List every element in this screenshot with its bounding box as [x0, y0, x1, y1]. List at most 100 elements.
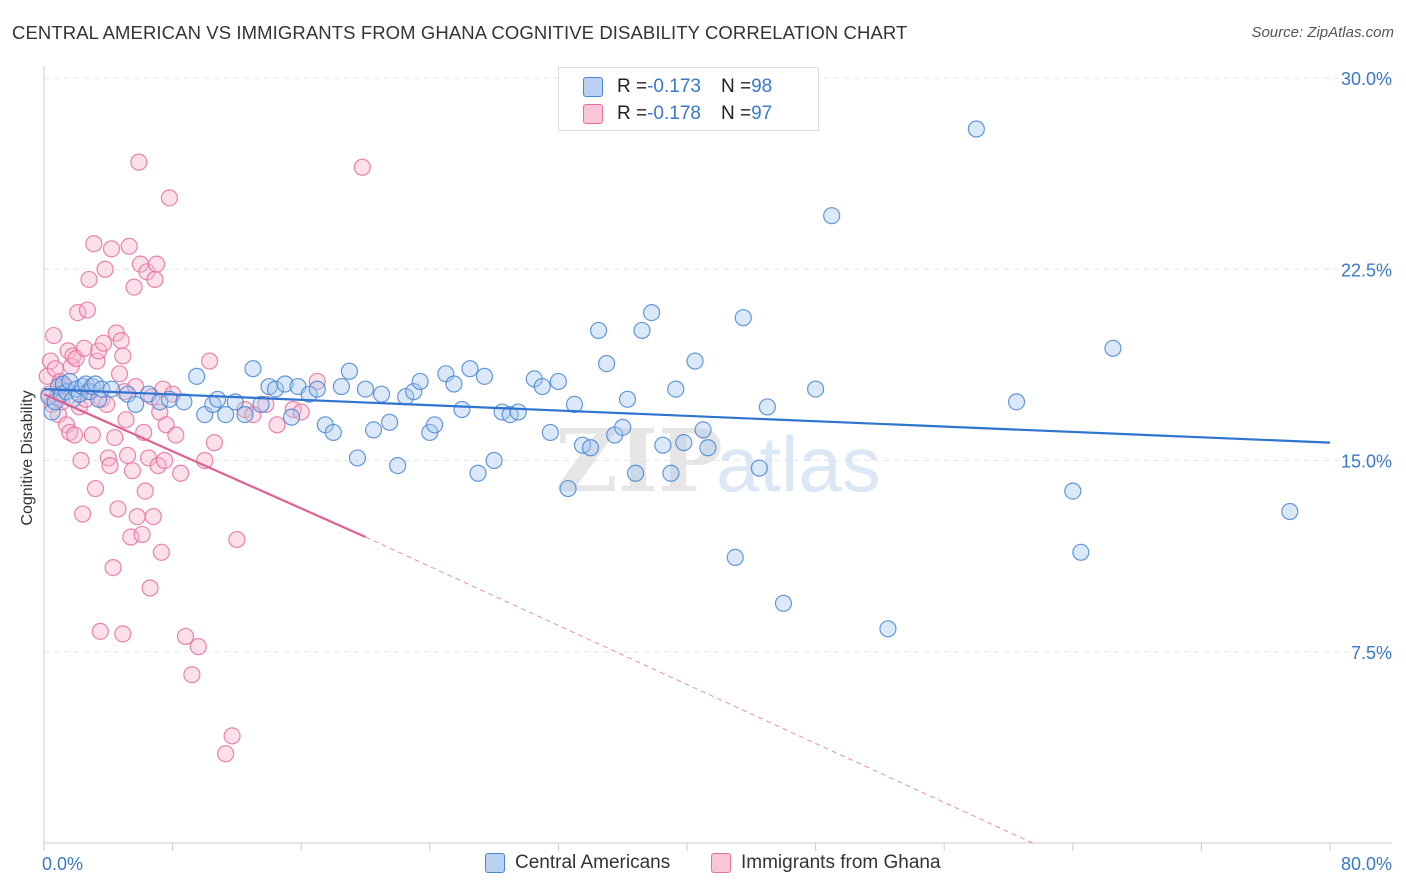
- data-point: [774, 594, 793, 612]
- bottom-legend-swatch-pink: [711, 853, 731, 873]
- data-point: [686, 352, 704, 370]
- data-point: [266, 380, 285, 398]
- data-point: [559, 479, 577, 498]
- data-point: [356, 380, 375, 398]
- data-point: [332, 377, 350, 396]
- data-point: [152, 543, 170, 561]
- data-point: [598, 355, 616, 373]
- legend-r-label: R =: [617, 103, 648, 124]
- data-point: [469, 464, 487, 482]
- data-point: [80, 270, 98, 289]
- data-point: [485, 451, 503, 470]
- data-point: [257, 395, 275, 413]
- data-point: [136, 482, 154, 500]
- series-ghana-points: [38, 153, 371, 763]
- data-point: [643, 304, 661, 322]
- chart-source: Source: ZipAtlas.com: [1251, 24, 1394, 41]
- x-tick-label-max: 80.0%: [1341, 854, 1392, 874]
- data-point: [589, 321, 608, 340]
- y-tick-label: 7.5%: [1351, 643, 1392, 663]
- data-point: [750, 459, 768, 477]
- data-point: [117, 411, 135, 429]
- data-point: [91, 622, 109, 640]
- data-point: [411, 372, 429, 391]
- data-point: [549, 372, 568, 391]
- data-point: [533, 377, 551, 396]
- data-point: [102, 240, 121, 258]
- data-point: [141, 579, 159, 597]
- data-point: [228, 530, 246, 549]
- legend-r-value: -0.178: [647, 103, 701, 124]
- data-point: [364, 421, 383, 439]
- data-point: [147, 255, 166, 273]
- data-point: [282, 408, 301, 426]
- data-point: [43, 403, 61, 421]
- data-point: [1072, 543, 1090, 561]
- data-point: [405, 383, 423, 401]
- data-point: [69, 304, 87, 322]
- data-point: [114, 625, 132, 643]
- data-point: [96, 260, 114, 278]
- legend-n-label: N =: [720, 76, 752, 97]
- data-point: [122, 528, 140, 546]
- x-tick-label-min: 0.0%: [42, 854, 83, 874]
- data-point: [217, 745, 235, 763]
- data-point: [112, 332, 130, 350]
- legend-r-value: -0.173: [647, 76, 701, 97]
- data-point: [167, 426, 185, 444]
- data-point: [127, 395, 145, 413]
- data-point: [475, 367, 494, 385]
- data-point: [699, 439, 717, 457]
- data-point: [461, 360, 479, 378]
- data-point: [308, 380, 326, 398]
- data-point: [93, 380, 111, 398]
- legend-row-central-americans: R = -0.173 N = 98: [583, 74, 772, 100]
- data-point: [209, 390, 227, 408]
- trend-line-central-americans: [43, 388, 1331, 444]
- data-point: [614, 418, 632, 436]
- data-point: [372, 385, 391, 403]
- data-point: [879, 620, 897, 638]
- data-point: [823, 207, 841, 225]
- data-point: [565, 395, 584, 413]
- data-point: [223, 727, 241, 745]
- data-point: [128, 507, 146, 526]
- data-point: [236, 406, 254, 424]
- grid-lines: [44, 77, 1392, 653]
- data-point: [734, 309, 752, 327]
- bottom-legend-swatch-blue: [485, 853, 505, 873]
- data-point: [618, 390, 637, 408]
- tick-labels: 7.5% 15.0% 22.5% 30.0% 0.0% 80.0%: [42, 69, 1392, 874]
- legend-box: R = -0.173 N = 98 R = -0.178 N = 97: [558, 67, 819, 131]
- data-point: [144, 507, 162, 526]
- data-point: [217, 406, 235, 424]
- data-point: [244, 360, 262, 378]
- data-point: [268, 416, 286, 434]
- data-point: [86, 479, 105, 498]
- data-point: [102, 380, 121, 398]
- data-point: [967, 120, 985, 138]
- data-point: [276, 375, 294, 393]
- chart-title: CENTRAL AMERICAN VS IMMIGRANTS FROM GHAN…: [12, 22, 908, 43]
- bottom-legend-label-pink: Immigrants from Ghana: [741, 852, 941, 873]
- data-point: [106, 428, 124, 447]
- data-point: [806, 380, 825, 398]
- data-point: [667, 380, 685, 398]
- y-tick-label: 15.0%: [1341, 452, 1392, 472]
- data-point: [353, 158, 371, 176]
- y-tick-label: 22.5%: [1341, 260, 1392, 280]
- data-point: [426, 416, 444, 434]
- data-point: [45, 326, 63, 345]
- bottom-legend-ghana: Immigrants from Ghana: [711, 852, 941, 874]
- data-point: [94, 334, 113, 352]
- data-point: [1007, 393, 1026, 411]
- legend-swatch-blue: [583, 77, 603, 97]
- data-point: [453, 400, 471, 419]
- legend-n-value: 98: [751, 76, 773, 97]
- watermark-atlas: atlas: [716, 420, 881, 508]
- legend-n-value: 97: [751, 103, 773, 124]
- data-point: [110, 365, 129, 383]
- data-point: [726, 548, 744, 567]
- bottom-legend-label-blue: Central Americans: [515, 852, 671, 873]
- y-axis-label: Cognitive Disability: [19, 390, 36, 526]
